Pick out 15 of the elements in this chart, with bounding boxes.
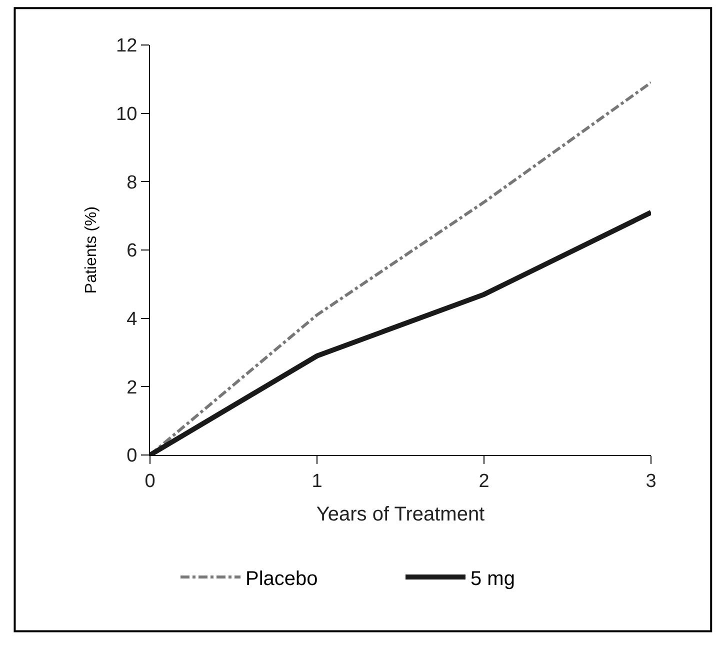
x-tick-label: 0 <box>144 470 156 492</box>
x-axis-title: Years of Treatment <box>316 503 486 526</box>
legend-label: 5 mg <box>470 568 515 590</box>
y-tick-label: 2 <box>126 377 138 398</box>
y-tick-label: 4 <box>126 308 138 330</box>
x-tick-label: 2 <box>478 470 490 492</box>
y-tick-label: 10 <box>116 104 138 125</box>
y-tick-label: 12 <box>116 36 138 57</box>
y-axis-title: Patients (%) <box>82 206 100 294</box>
y-tick-label: 8 <box>126 172 138 194</box>
x-tick-label: 1 <box>312 470 322 492</box>
y-tick-label: 6 <box>126 240 138 262</box>
y-tick-label: 0 <box>126 446 138 467</box>
x-tick-label: 3 <box>646 470 656 492</box>
legend-label: Placebo <box>246 568 318 590</box>
